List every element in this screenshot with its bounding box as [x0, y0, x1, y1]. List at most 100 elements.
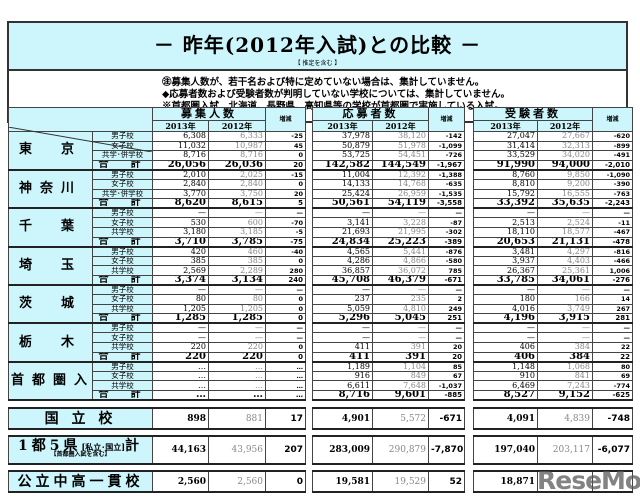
value-2012: 385 — [208, 255, 266, 267]
value-2013: … — [152, 361, 209, 372]
value-2013: 18,110 — [473, 226, 538, 238]
table-row: 4,016 3,749 267 — [473, 303, 633, 315]
corner-cell — [8, 107, 153, 132]
value-diff: 0 — [265, 303, 306, 315]
value-2012: — — [537, 332, 593, 344]
row-label: 1都5県 — [17, 438, 82, 454]
value-2013: 1,205 — [152, 303, 209, 315]
value-2012: 26,036 — [208, 159, 266, 171]
value-diff: -5 — [265, 226, 306, 238]
region-label: 茨 城 — [8, 284, 93, 325]
value-diff: 0 — [265, 351, 306, 363]
school-type-label: 合 計 — [92, 351, 153, 363]
value-2013: 8,716 — [312, 390, 373, 402]
row-label-mid: [私立･国立] — [81, 442, 126, 452]
value-2012: 4,839 — [537, 407, 593, 430]
value-diff: -748 — [592, 407, 633, 430]
table-row: 26,367 25,361 1,006 — [473, 265, 633, 276]
value-diff: 0 — [265, 470, 306, 493]
value-2012: 94,000 — [537, 159, 593, 171]
value-2012: 51,978 — [372, 140, 429, 152]
value-diff: 20 — [428, 342, 465, 353]
value-diff: 249 — [428, 303, 465, 315]
value-diff: -1,090 — [592, 169, 633, 180]
value-diff: 0 — [265, 178, 306, 190]
value-2013: 91,990 — [473, 159, 538, 171]
table-row: 91,990 94,000 -2,010 — [473, 159, 633, 171]
value-diff: -1,099 — [428, 140, 465, 152]
value-2012: 144,549 — [372, 159, 429, 171]
value-2012: 80 — [208, 294, 266, 305]
table-row: 合 計 8,620 8,615 5 — [9, 198, 306, 210]
value-2013: — — [473, 207, 538, 219]
table-row: — — — — [312, 332, 465, 344]
value-2013: 142,582 — [312, 159, 373, 171]
table-row: — — — — [312, 284, 465, 296]
value-diff: -15 — [265, 169, 306, 180]
value-2013: 14,133 — [312, 178, 373, 190]
school-type-label: 共学校 — [92, 265, 153, 276]
region-label: 東 京 — [8, 130, 93, 171]
value-2013: — — [312, 207, 373, 219]
value-2012: 43,956 — [208, 435, 266, 465]
value-2012: 2,840 — [208, 178, 266, 190]
value-diff: 22 — [592, 351, 633, 363]
table-row: 6,611 7,648 -1,037 — [312, 380, 465, 392]
table-row: 8,527 9,152 -625 — [473, 390, 633, 402]
value-2012: 290,879 — [372, 435, 429, 465]
value-2012: 2,025 — [208, 169, 266, 180]
value-2013: … — [152, 380, 209, 392]
school-type-label: 女子校 — [92, 178, 153, 190]
table-row: 茨 城男子校 — — — — [8, 284, 306, 325]
value-diff: — — [265, 322, 306, 334]
value-2013: 4,565 — [312, 246, 373, 257]
region-label: 埼 玉 — [8, 246, 93, 287]
value-2012: 2,289 — [208, 265, 266, 276]
value-diff: -1,037 — [428, 380, 465, 392]
value-2012: 9,152 — [537, 390, 593, 402]
page-title: － 昨年(2012年入試)との比較 － — [153, 33, 482, 57]
value-2013: … — [152, 390, 209, 402]
value-2013: 24,834 — [312, 236, 373, 248]
table-row: 53,725 54,451 -726 — [312, 150, 465, 161]
table-row: — — — — [473, 207, 633, 219]
value-2013: 33,392 — [473, 198, 538, 210]
table-row: 27,047 27,667 -620 — [473, 131, 633, 142]
value-2013: 33,529 — [473, 150, 538, 161]
school-type-label: 男子校 — [92, 246, 153, 257]
value-2013: 6,308 — [152, 131, 209, 142]
value-2013: 37,978 — [312, 131, 373, 142]
value-2013: — — [312, 284, 373, 296]
value-2012: 166 — [537, 294, 593, 305]
value-2013: 2,513 — [473, 217, 538, 228]
value-2012: 1,104 — [372, 361, 429, 372]
value-2012: 5,572 — [372, 407, 429, 430]
value-diff: -2,243 — [592, 198, 633, 210]
note: ㊟募集人数が、若干名および特に定めていない場合は、集計していません。 — [162, 77, 485, 88]
value-2012: 54,451 — [372, 150, 429, 161]
value-2012: 220 — [208, 351, 266, 363]
value-2012: 27,667 — [537, 131, 593, 142]
value-2013: 80 — [152, 294, 209, 305]
value-2012: 16,555 — [537, 188, 593, 200]
value-diff: -774 — [592, 380, 633, 392]
value-2013: 44,163 — [152, 435, 209, 465]
diff-header: 増減 — [592, 107, 633, 132]
value-diff: -2,010 — [592, 159, 633, 171]
value-2013: 910 — [473, 370, 538, 382]
value-2012: 9,200 — [537, 178, 593, 190]
value-diff: -142 — [428, 131, 465, 142]
value-2012: 849 — [372, 370, 429, 382]
value-diff: 45 — [265, 140, 306, 152]
group-header: 募集人数 — [152, 107, 266, 121]
value-2013: 220 — [152, 351, 209, 363]
value-diff: -726 — [428, 150, 465, 161]
value-2012: 3,749 — [537, 303, 593, 315]
value-diff: 17 — [265, 407, 306, 430]
table-row: 女子校 — — — — [9, 332, 306, 344]
value-diff: 0 — [265, 294, 306, 305]
value-diff: 2 — [428, 294, 465, 305]
value-diff: — — [592, 284, 633, 296]
value-2013: 3,710 — [152, 236, 209, 248]
value-diff: 52 — [428, 470, 465, 493]
